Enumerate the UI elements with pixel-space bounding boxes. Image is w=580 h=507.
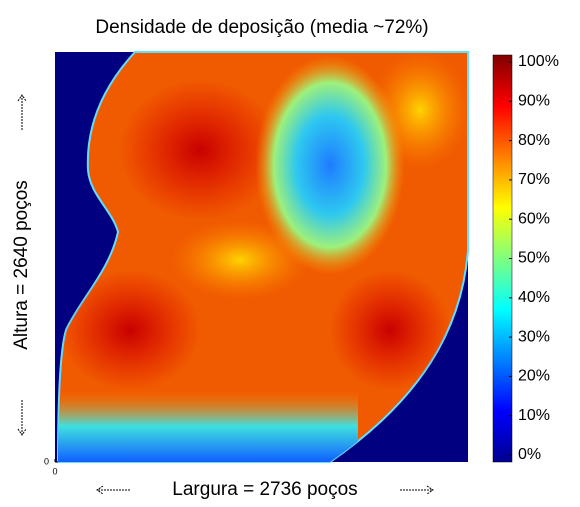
x-axis-label: Largura = 2736 poços [172, 479, 357, 500]
y-tick-label: 0 [44, 456, 49, 466]
heatmap-image [55, 50, 470, 462]
chart: Densidade de deposição (media ~72%) Larg… [0, 0, 580, 507]
colorbar-tick-label: 70% [518, 171, 550, 188]
colorbar-tick-label: 50% [518, 250, 550, 267]
colorbar-tick-label: 60% [518, 210, 550, 227]
chart-title: Densidade de deposição (media ~72%) [95, 17, 428, 38]
colorbar-tick-label: 100% [518, 53, 559, 70]
colorbar-tick-label: 90% [518, 93, 550, 110]
colorbar-tick-label: 0% [518, 446, 541, 463]
colorbar-tick-label: 20% [518, 368, 550, 385]
x-tick-label: 0 [52, 466, 57, 476]
colorbar-tick-label: 30% [518, 328, 550, 345]
y-axis-label: Altura = 2640 poços [11, 180, 32, 350]
colorbar-tick-label: 80% [518, 132, 550, 149]
colorbar-tick-label: 40% [518, 289, 550, 306]
colorbar-tick-label: 10% [518, 407, 550, 424]
